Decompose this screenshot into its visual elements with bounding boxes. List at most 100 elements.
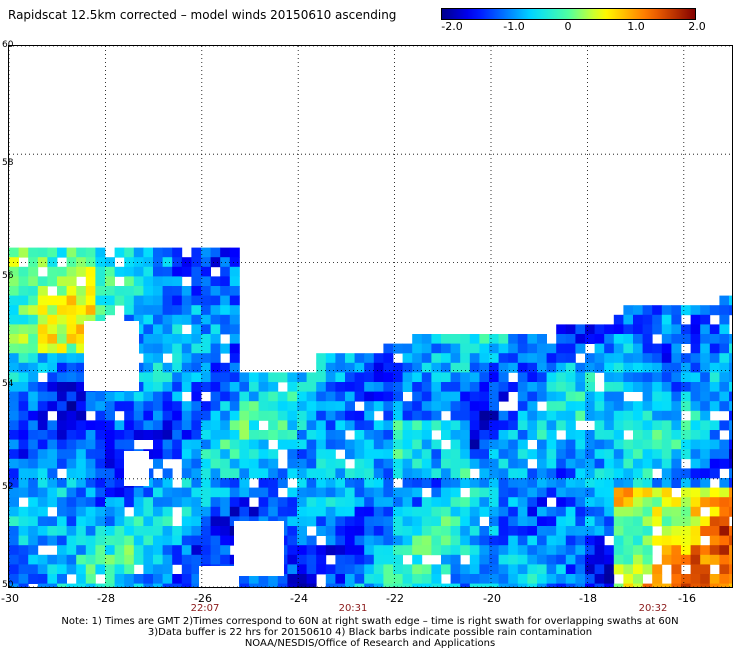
wind-cell <box>18 401 29 412</box>
wind-cell <box>719 314 730 325</box>
wind-cell <box>661 439 672 450</box>
wind-cell <box>18 420 29 431</box>
wind-cell <box>287 439 298 450</box>
wind-cell <box>594 478 605 488</box>
wind-cell <box>28 324 39 335</box>
wind-cell <box>172 410 183 421</box>
wind-cell <box>85 401 96 412</box>
wind-cell <box>37 526 48 536</box>
wind-cell <box>623 535 634 546</box>
wind-cell <box>345 487 355 498</box>
wind-cell <box>143 295 154 306</box>
wind-cell <box>661 305 672 316</box>
wind-cell <box>354 468 365 479</box>
wind-cell <box>729 439 732 450</box>
wind-cell <box>335 362 346 373</box>
wind-cell <box>47 554 58 565</box>
wind-cell <box>57 410 67 421</box>
wind-cell <box>585 487 595 498</box>
wind-cell <box>498 410 509 421</box>
wind-cell <box>729 487 732 498</box>
wind-cell <box>719 343 730 354</box>
wind-cell <box>287 574 298 584</box>
wind-cell <box>671 526 682 536</box>
wind-cell <box>642 372 653 383</box>
wind-cell <box>9 526 19 536</box>
wind-cell <box>181 516 192 527</box>
wind-cell <box>191 391 202 402</box>
wind-cell <box>153 286 163 296</box>
wind-cell <box>297 391 307 402</box>
wind-cell <box>210 382 221 392</box>
wind-cell <box>623 353 634 364</box>
wind-cell <box>700 458 711 469</box>
wind-cell <box>153 430 163 440</box>
wind-cell <box>306 478 317 488</box>
wind-cell <box>162 391 173 402</box>
wind-cell <box>76 506 87 517</box>
wind-cell <box>220 526 231 536</box>
wind-cell <box>95 487 106 498</box>
wind-cell <box>220 535 231 546</box>
wind-cell <box>575 535 586 546</box>
wind-cell <box>613 324 624 335</box>
wind-cell <box>66 295 77 306</box>
wind-cell <box>729 334 732 344</box>
wind-cell <box>114 526 125 536</box>
wind-cell <box>556 526 567 536</box>
wind-cell <box>66 430 77 440</box>
wind-cell <box>57 286 67 296</box>
wind-cell <box>479 401 490 412</box>
wind-cell <box>364 564 375 575</box>
wind-cell <box>671 516 682 527</box>
wind-cell <box>517 535 528 546</box>
wind-cell <box>431 449 442 460</box>
wind-cell <box>258 583 269 587</box>
wind-cell <box>604 449 615 460</box>
wind-cell <box>306 564 317 575</box>
wind-cell <box>373 401 384 412</box>
wind-cell <box>335 583 346 587</box>
wind-cell <box>105 478 115 488</box>
wind-cell <box>527 574 538 584</box>
wind-cell <box>527 430 538 440</box>
wind-cell <box>527 449 538 460</box>
wind-cell <box>671 545 682 556</box>
wind-cell <box>114 295 125 306</box>
wind-cell <box>172 324 183 335</box>
wind-cell <box>546 487 557 498</box>
time-label: 22:07 <box>190 603 220 614</box>
wind-cell <box>124 410 135 421</box>
wind-cell <box>9 343 19 354</box>
wind-cell <box>585 334 595 344</box>
wind-cell <box>316 458 327 469</box>
wind-cell <box>181 468 192 479</box>
wind-cell <box>431 468 442 479</box>
wind-cell <box>191 430 202 440</box>
wind-cell <box>700 497 711 508</box>
wind-cell <box>537 506 547 517</box>
wind-cell <box>652 516 663 527</box>
wind-cell <box>306 516 317 527</box>
wind-cell <box>85 583 96 587</box>
wind-cell <box>661 497 672 508</box>
wind-cell <box>613 526 624 536</box>
wind-cell <box>18 353 29 364</box>
wind-cell <box>66 554 77 565</box>
wind-cell <box>508 343 519 354</box>
wind-cell <box>124 266 135 277</box>
wind-cell <box>373 487 384 498</box>
wind-cell <box>114 506 125 517</box>
wind-cell <box>37 468 48 479</box>
wind-cell <box>565 391 576 402</box>
wind-cell <box>153 372 163 383</box>
wind-cell <box>66 257 77 268</box>
wind-cell <box>373 564 384 575</box>
wind-cell <box>201 458 211 469</box>
wind-cell <box>575 324 586 335</box>
wind-cell <box>479 420 490 431</box>
wind-cell <box>652 353 663 364</box>
wind-cell <box>229 276 240 287</box>
wind-cell <box>28 372 39 383</box>
wind-cell <box>719 439 730 450</box>
